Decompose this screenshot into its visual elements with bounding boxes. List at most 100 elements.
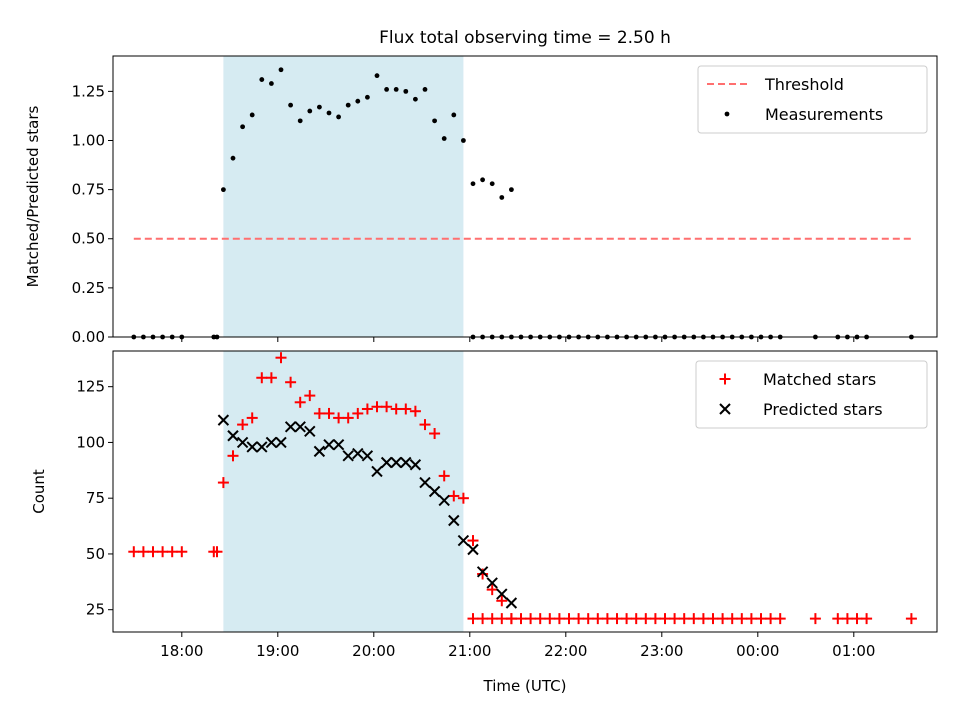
matched-point xyxy=(707,613,719,625)
xtick-label: 19:00 xyxy=(256,642,299,660)
matched-point xyxy=(553,613,565,625)
matched-point xyxy=(486,584,498,596)
matched-point xyxy=(832,613,844,625)
matched-point xyxy=(640,613,652,625)
matched-point xyxy=(515,613,527,625)
measurement-point xyxy=(336,114,341,120)
matched-point xyxy=(294,396,306,408)
matched-point xyxy=(448,490,460,502)
xtick-label: 23:00 xyxy=(640,642,683,660)
matched-point xyxy=(765,613,777,625)
matched-point xyxy=(582,613,594,625)
matched-point xyxy=(563,613,575,625)
predicted-point xyxy=(428,485,441,498)
predicted-point xyxy=(505,597,518,609)
predicted-point xyxy=(448,514,460,527)
measurement-points xyxy=(131,67,914,340)
matched-point xyxy=(371,401,383,413)
y-axis-label-top: Matched/Predicted stars xyxy=(24,106,42,288)
legend-top: Threshold Measurements xyxy=(697,65,928,134)
matched-point xyxy=(400,403,412,415)
matched-point xyxy=(409,405,421,417)
matched-point xyxy=(611,613,623,625)
matched-point xyxy=(697,613,709,625)
measurement-point xyxy=(461,138,466,143)
plot-frame-bottom xyxy=(112,350,938,633)
matched-point xyxy=(275,352,287,364)
legend-matched-swatch xyxy=(719,373,731,385)
matched-point xyxy=(352,407,364,419)
matched-point xyxy=(477,613,489,625)
legend-threshold-label: Threshold xyxy=(764,75,844,94)
xtick-label: 20:00 xyxy=(352,642,395,660)
matched-point xyxy=(496,595,508,607)
matched-point xyxy=(861,613,873,625)
y-axis-ticks-top: 0.00 0.25 0.50 0.75 1.00 1.25 xyxy=(72,82,113,346)
matched-point xyxy=(323,407,335,419)
legend-predicted-swatch xyxy=(719,403,731,415)
measurement-point xyxy=(441,136,447,141)
predicted-point xyxy=(419,476,431,489)
predicted-point xyxy=(294,421,306,433)
matched-point xyxy=(438,470,450,482)
predicted-point xyxy=(352,447,364,460)
count-panel: 25 50 75 100 125 18:00 19:00 20:00 21:00 22:00 23… xyxy=(30,350,938,695)
measurement-point xyxy=(307,108,313,114)
legend-matched-label: Matched stars xyxy=(763,370,876,389)
matched-point xyxy=(390,403,402,415)
measurement-point xyxy=(345,102,351,108)
legend-predicted-marker xyxy=(719,403,731,415)
measurement-point xyxy=(249,112,255,118)
matched-point xyxy=(678,613,690,625)
measurement-point xyxy=(509,187,514,193)
predicted-point xyxy=(313,445,326,458)
matched-point xyxy=(592,613,604,625)
matched-point xyxy=(496,613,508,625)
matched-point xyxy=(688,613,700,625)
matched-point xyxy=(851,613,863,625)
xtick-label: 00:00 xyxy=(736,642,779,660)
matched-point xyxy=(659,613,671,625)
matched-point xyxy=(304,390,316,402)
matched-point xyxy=(745,613,757,625)
measurement-point xyxy=(393,87,399,92)
predicted-point xyxy=(438,494,450,507)
xtick-label: 21:00 xyxy=(448,642,491,660)
measurement-point xyxy=(230,155,236,161)
observing-window-shade xyxy=(223,56,464,337)
predicted-point xyxy=(332,438,345,451)
plot-frame-top xyxy=(112,55,938,338)
matched-point xyxy=(477,568,489,580)
predicted-point xyxy=(380,456,393,469)
legend-matched-marker xyxy=(719,373,731,385)
predicted-point xyxy=(476,566,489,578)
measurement-point xyxy=(422,87,428,92)
matched-point xyxy=(211,546,223,558)
legend-bottom: Matched stars Predicted stars xyxy=(695,360,928,429)
ratio-panel: 0.00 0.25 0.50 0.75 1.00 1.25 Matched/Predict… xyxy=(24,55,938,346)
chart-title: Flux total observing time = 2.50 h xyxy=(379,28,671,48)
measurement-point xyxy=(470,181,476,187)
measurement-point xyxy=(221,187,226,193)
measurement-point xyxy=(355,98,361,104)
xtick-label: 22:00 xyxy=(544,642,587,660)
matched-point xyxy=(137,546,149,558)
matched-point xyxy=(429,428,441,440)
measurement-point xyxy=(317,104,322,110)
predicted-point xyxy=(342,450,354,462)
matched-point xyxy=(726,613,738,625)
matched-point xyxy=(755,613,767,625)
predicted-point xyxy=(409,459,422,471)
matched-point xyxy=(419,419,431,431)
bottom-ytick-label: 25 xyxy=(86,601,105,619)
predicted-point xyxy=(390,456,402,469)
measurement-point xyxy=(269,81,274,86)
measurement-point xyxy=(403,88,409,94)
matched-point xyxy=(166,546,178,558)
predicted-point xyxy=(246,441,258,453)
matched-point xyxy=(809,613,821,625)
matched-point xyxy=(128,546,140,558)
predicted-point xyxy=(236,436,249,449)
measurement-point xyxy=(288,102,293,108)
